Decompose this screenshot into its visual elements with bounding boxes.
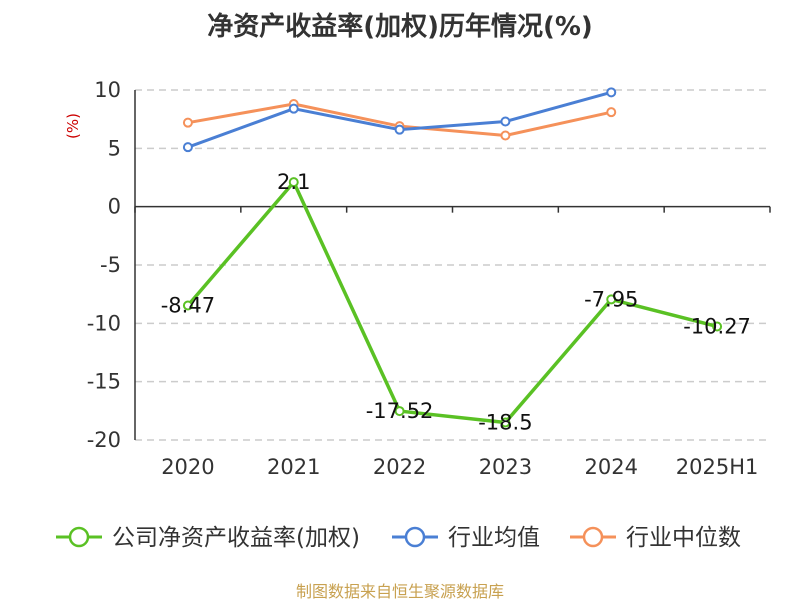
data-label: -17.52 bbox=[366, 399, 434, 423]
data-label: -8.47 bbox=[161, 293, 215, 317]
y-tick-label: -20 bbox=[87, 428, 121, 452]
data-point bbox=[288, 177, 299, 188]
data-point bbox=[288, 103, 299, 114]
legend-entry[interactable]: 行业中位数 bbox=[626, 525, 741, 551]
data-point bbox=[394, 124, 405, 135]
series-lines bbox=[182, 87, 723, 428]
legend-entry[interactable]: 公司净资产收益率(加权) bbox=[112, 525, 360, 551]
y-tick-label: 5 bbox=[108, 136, 121, 160]
data-point bbox=[500, 417, 511, 428]
legend-swatch-marker bbox=[582, 526, 604, 548]
data-labels: -8.47 2.1 -17.52 -18.5 -7.95 -10.27 bbox=[161, 170, 751, 434]
legend-swatch-marker bbox=[404, 526, 426, 548]
x-tick-label: 2025H1 bbox=[676, 455, 759, 479]
x-tick-label: 2022 bbox=[373, 455, 426, 479]
y-tick-label: 0 bbox=[108, 195, 121, 219]
data-label: 2.1 bbox=[277, 170, 310, 194]
data-point bbox=[394, 406, 405, 417]
data-point bbox=[606, 294, 617, 305]
data-label: -7.95 bbox=[584, 287, 638, 311]
legend-swatch-marker bbox=[68, 526, 90, 548]
data-point bbox=[712, 321, 723, 332]
chart-title: 净资产收益率(加权)历年情况(%) bbox=[207, 12, 593, 42]
x-tick-label: 2021 bbox=[267, 455, 320, 479]
data-point bbox=[500, 130, 511, 141]
data-point bbox=[606, 107, 617, 118]
grid-lines bbox=[135, 89, 770, 441]
legend-entry[interactable]: 行业均值 bbox=[448, 525, 540, 551]
legend: 公司净资产收益率(加权) 行业均值 行业中位数 bbox=[56, 525, 741, 551]
data-point bbox=[500, 116, 511, 127]
y-tick-label: -10 bbox=[87, 311, 121, 335]
x-tick-label: 2024 bbox=[585, 455, 638, 479]
series-line bbox=[187, 90, 612, 149]
data-point bbox=[182, 117, 193, 128]
data-label: -18.5 bbox=[478, 411, 532, 435]
x-tick-label: 2023 bbox=[479, 455, 532, 479]
y-tick-label: -5 bbox=[100, 253, 121, 277]
y-tick-label: -15 bbox=[87, 370, 121, 394]
series-line bbox=[186, 180, 718, 425]
y-tick-label: 10 bbox=[94, 78, 121, 102]
data-label: -10.27 bbox=[683, 314, 751, 338]
data-point bbox=[606, 87, 617, 98]
source-note: 制图数据来自恒生聚源数据库 bbox=[295, 582, 504, 601]
data-point bbox=[182, 142, 193, 153]
data-point bbox=[182, 300, 193, 311]
x-tick-label: 2020 bbox=[161, 455, 214, 479]
axes: 10 5 0 -5 -10 -15 -20 2020 2021 2022 2023 2024 2025H… bbox=[87, 78, 771, 479]
y-axis-label: (%) bbox=[64, 113, 82, 139]
